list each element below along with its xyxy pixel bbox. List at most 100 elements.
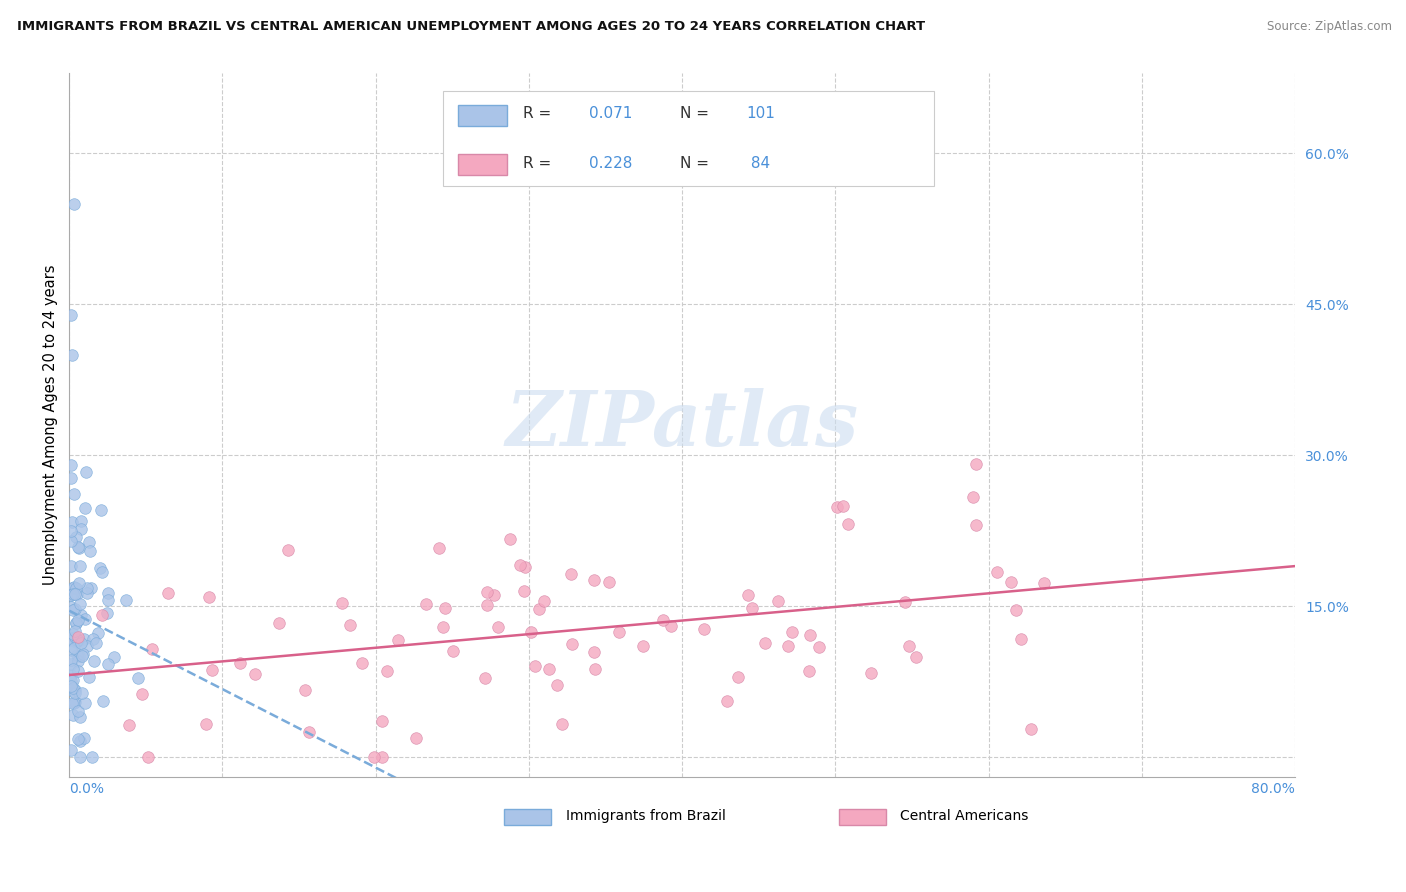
Point — [77, 670, 100, 684]
Point — [84, 636, 107, 650]
Point — [80, 581, 103, 595]
Point — [73, 500, 96, 515]
Point — [103, 650, 125, 665]
Point — [583, 662, 606, 676]
Point — [66, 540, 89, 554]
Point — [66, 731, 89, 746]
Point — [127, 671, 149, 685]
Point — [90, 608, 112, 623]
Point — [533, 594, 555, 608]
Point — [387, 633, 409, 648]
Text: 0.0%: 0.0% — [69, 782, 104, 797]
Point — [754, 636, 776, 650]
Point — [70, 522, 93, 536]
Bar — [458, 104, 508, 126]
Point — [73, 697, 96, 711]
Point — [229, 656, 252, 670]
Point — [59, 679, 82, 693]
Y-axis label: Unemployment Among Ages 20 to 24 years: Unemployment Among Ages 20 to 24 years — [44, 265, 58, 585]
Point — [582, 574, 605, 588]
Point — [897, 639, 920, 653]
Point — [62, 587, 84, 601]
Point — [484, 588, 506, 602]
Point — [97, 657, 120, 671]
Point — [1019, 722, 1042, 736]
Point — [551, 716, 574, 731]
Point — [60, 589, 83, 603]
Point — [475, 598, 498, 612]
Bar — [839, 809, 886, 825]
Point — [77, 534, 100, 549]
Point — [60, 632, 83, 646]
Point — [339, 618, 361, 632]
Point — [96, 606, 118, 620]
Point — [727, 670, 749, 684]
Text: ZIPatlas: ZIPatlas — [506, 388, 859, 462]
Point — [499, 532, 522, 546]
Point — [59, 458, 82, 472]
Point — [197, 590, 219, 604]
Point — [537, 662, 560, 676]
Point — [965, 457, 987, 471]
Point — [486, 620, 509, 634]
Point — [63, 695, 86, 709]
Point — [63, 697, 86, 711]
Point — [66, 648, 89, 663]
Point — [63, 640, 86, 655]
Point — [523, 659, 546, 673]
Point — [62, 626, 84, 640]
Point — [62, 662, 84, 676]
Text: 0.228: 0.228 — [589, 155, 633, 170]
Point — [474, 671, 496, 685]
Point — [67, 648, 90, 663]
Point — [962, 490, 984, 504]
Point — [65, 615, 87, 630]
Point — [90, 503, 112, 517]
Point — [831, 500, 853, 514]
Point — [72, 647, 94, 661]
Point — [519, 625, 541, 640]
Point — [546, 677, 568, 691]
Point — [141, 641, 163, 656]
Point — [67, 630, 90, 644]
Point — [63, 587, 86, 601]
Point — [350, 656, 373, 670]
Point — [60, 348, 83, 362]
Point — [766, 594, 789, 608]
Point — [67, 654, 90, 668]
Point — [66, 587, 89, 601]
Point — [59, 674, 82, 689]
Text: 80.0%: 80.0% — [1251, 782, 1295, 797]
Point — [529, 602, 551, 616]
Point — [60, 643, 83, 657]
Point — [69, 559, 91, 574]
Point — [195, 716, 218, 731]
Point — [118, 718, 141, 732]
Point — [799, 665, 821, 679]
Point — [294, 682, 316, 697]
Point — [427, 541, 450, 555]
Point — [65, 615, 87, 630]
Point — [80, 750, 103, 764]
Point — [201, 663, 224, 677]
Point — [415, 597, 437, 611]
Text: 0.071: 0.071 — [589, 106, 633, 121]
Point — [60, 559, 83, 574]
Point — [65, 624, 87, 639]
Point — [560, 567, 582, 582]
Point — [776, 639, 799, 653]
Bar — [505, 809, 551, 825]
Point — [894, 595, 917, 609]
Point — [513, 584, 536, 599]
Point — [67, 704, 90, 718]
Text: N =: N = — [679, 155, 714, 170]
Point — [96, 585, 118, 599]
Point — [741, 600, 763, 615]
Point — [860, 665, 883, 680]
Point — [70, 649, 93, 664]
Point — [269, 616, 291, 631]
Point — [513, 559, 536, 574]
Text: N =: N = — [679, 106, 714, 121]
Point — [69, 734, 91, 748]
Point — [114, 593, 136, 607]
